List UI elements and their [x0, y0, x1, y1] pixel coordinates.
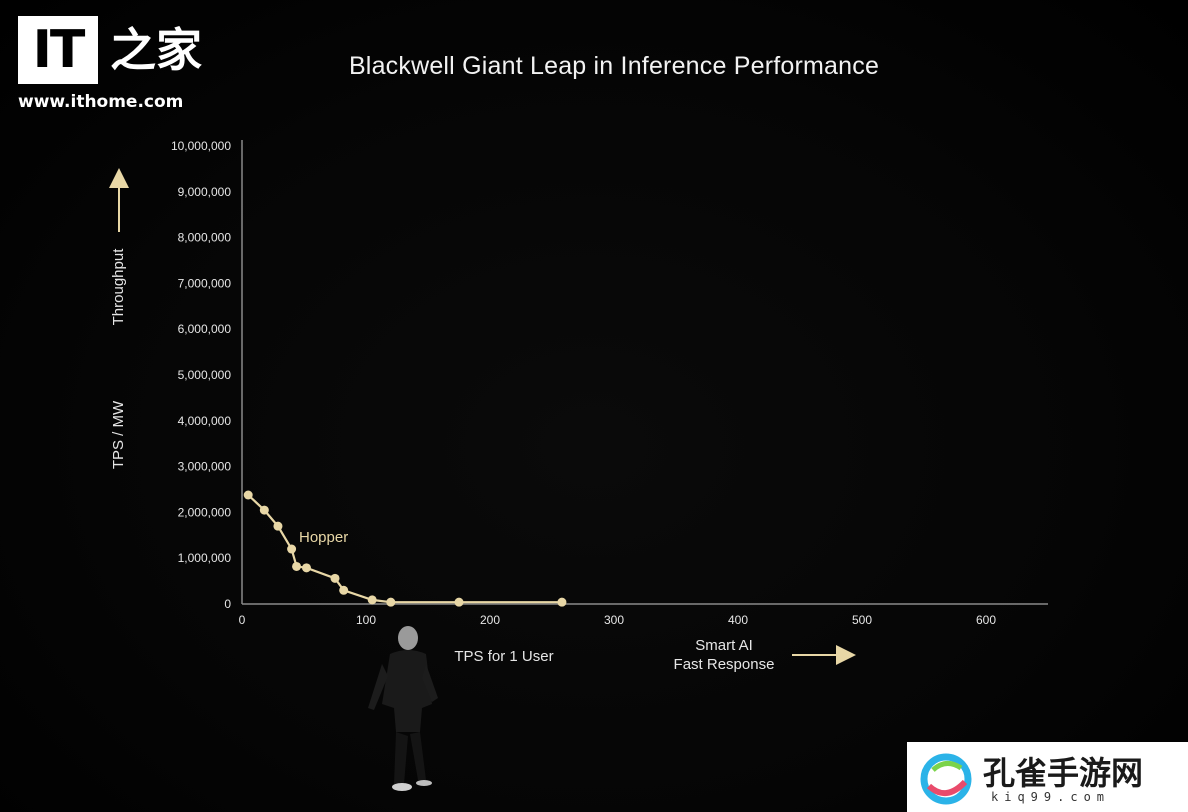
x-arrow-label-line2: Fast Response [674, 656, 775, 673]
y-axis-label: TPS / MW [110, 400, 127, 469]
y-throughput-label: Throughput [110, 248, 127, 326]
watermark-text: 孔雀手游网 [983, 754, 1144, 792]
data-point [454, 597, 464, 607]
x-axis-label: TPS for 1 User [454, 648, 553, 665]
y-tick-label: 9,000,000 [178, 185, 232, 199]
y-tick-label: 1,000,000 [178, 551, 232, 565]
x-tick-label: 500 [852, 613, 872, 627]
watermark-url: kiq99.com [991, 790, 1111, 804]
x-tick-label: 600 [976, 613, 996, 627]
data-point [386, 597, 396, 607]
data-point [301, 563, 311, 573]
logo-mark: IT [18, 16, 98, 84]
logo-url: www.ithome.com [18, 92, 184, 112]
x-tick-label: 100 [356, 613, 376, 627]
x-tick-label: 400 [728, 613, 748, 627]
y-tick-label: 5,000,000 [178, 368, 232, 382]
series-label-hopper: Hopper [299, 529, 348, 546]
y-tick-label: 10,000,000 [171, 139, 231, 153]
y-tick-label: 6,000,000 [178, 322, 232, 336]
y-tick-label: 8,000,000 [178, 231, 232, 245]
y-tick-label: 3,000,000 [178, 460, 232, 474]
watermark-logo-icon [920, 753, 972, 805]
data-point [273, 521, 283, 531]
y-tick-label: 7,000,000 [178, 276, 232, 290]
data-point [259, 505, 269, 515]
data-point [367, 595, 377, 605]
logo-cn-text: 之家 [110, 23, 202, 77]
x-tick-label: 200 [480, 613, 500, 627]
data-point [287, 544, 297, 554]
data-point [339, 585, 349, 595]
y-tick-label: 4,000,000 [178, 414, 232, 428]
x-tick-label: 0 [239, 613, 246, 627]
watermark-badge: 孔雀手游网 kiq99.com [907, 742, 1188, 812]
data-point [243, 490, 253, 500]
x-arrow-label-line1: Smart AI [695, 637, 753, 654]
y-tick-label: 2,000,000 [178, 505, 232, 519]
presenter-silhouette [360, 624, 450, 799]
data-point [292, 561, 302, 571]
data-point [557, 597, 567, 607]
x-tick-label: 300 [604, 613, 624, 627]
data-point [330, 573, 340, 583]
chart-title: Blackwell Giant Leap in Inference Perfor… [348, 52, 880, 80]
y-tick-label: 0 [224, 597, 231, 611]
